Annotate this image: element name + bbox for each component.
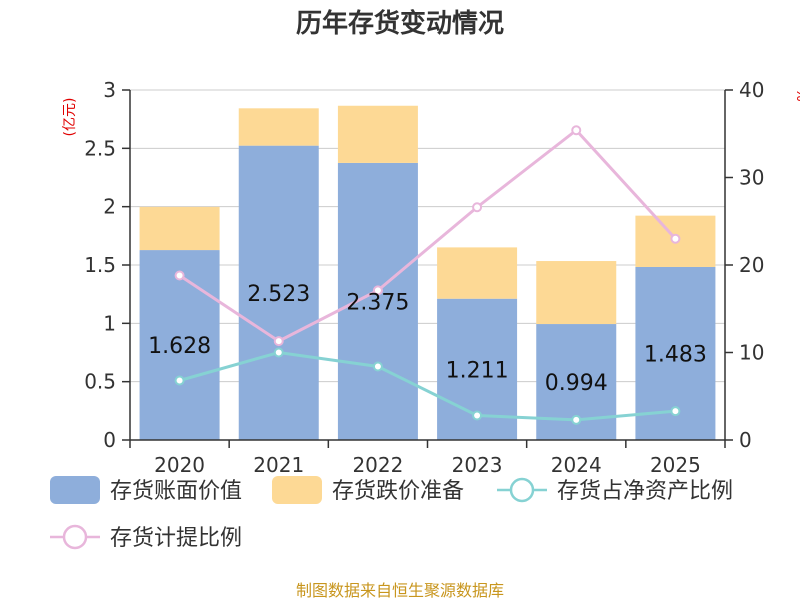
point-provision-ratio — [273, 336, 284, 347]
legend-impairment-reserve-label: 存货跌价准备 — [332, 479, 464, 504]
right-axis-tick-label: 10 — [739, 341, 764, 365]
point-provision-ratio — [372, 285, 383, 296]
legend-provision-ratio-marker — [62, 524, 88, 550]
lines — [174, 125, 681, 425]
right-axis-unit: % — [793, 88, 800, 101]
right-axis-tick-label: 0 — [739, 428, 752, 452]
bar-value-labels: 1.628 2.523 2.375 1.211 0.994 1.483 — [148, 282, 707, 396]
left-axis-tick-label: 3 — [103, 78, 116, 102]
gridlines — [130, 89, 725, 383]
bar-value-label: 0.994 — [545, 371, 608, 396]
left-axis-tick-label: 1.5 — [84, 253, 116, 277]
bar-impairment-reserve — [437, 247, 518, 299]
point-inventory-to-net-assets — [174, 375, 185, 386]
x-axis-tick-label: 2025 — [650, 453, 701, 477]
point-inventory-to-net-assets — [372, 361, 383, 372]
bar-value-label: 2.523 — [247, 282, 310, 307]
data-source-note: 制图数据来自恒生聚源数据库 — [296, 581, 504, 600]
point-inventory-to-net-assets — [571, 414, 582, 425]
point-provision-ratio — [472, 202, 483, 213]
point-provision-ratio — [670, 233, 681, 244]
right-axis-tick-label: 30 — [739, 166, 764, 190]
point-inventory-to-net-assets — [670, 406, 681, 417]
bar-impairment-reserve — [238, 108, 319, 146]
bar-book-value — [238, 145, 319, 440]
legend-inventory-to-net-assets-marker — [509, 477, 535, 503]
bar-book-value — [139, 250, 220, 440]
point-provision-ratio — [571, 125, 582, 136]
left-axis-tick-label: 0.5 — [84, 370, 116, 394]
legend-inventory-to-net-assets-label: 存货占净资产比例 — [557, 479, 733, 504]
left-axis-unit: (亿元) — [62, 98, 78, 137]
left-axis-tick-label: 1 — [103, 311, 116, 335]
x-axis-tick-label: 2023 — [452, 453, 503, 477]
left-axis-tick-label: 0 — [103, 428, 116, 452]
bar-impairment-reserve — [139, 206, 220, 251]
legend-book-value-label: 存货账面价值 — [110, 479, 242, 504]
right-axis-tick-label: 40 — [739, 78, 764, 102]
bar-book-value — [337, 162, 418, 440]
left-axis-tick-label: 2 — [103, 195, 116, 219]
bar-value-label: 1.483 — [644, 342, 707, 367]
legend-impairment-reserve-swatch — [272, 476, 322, 504]
point-inventory-to-net-assets — [472, 410, 483, 421]
x-axis-tick-label: 2022 — [352, 453, 403, 477]
point-provision-ratio — [174, 270, 185, 281]
bar-value-label: 2.375 — [346, 290, 409, 315]
chart-title: 历年存货变动情况 — [296, 8, 504, 39]
bar-impairment-reserve — [337, 105, 418, 163]
legend-provision-ratio-label: 存货计提比例 — [110, 526, 242, 551]
left-axis-tick-label: 2.5 — [84, 136, 116, 160]
line-provision-ratio — [178, 128, 677, 343]
line-inventory-to-net-assets — [179, 350, 676, 422]
point-inventory-to-net-assets — [273, 347, 284, 358]
bar-value-label: 1.211 — [446, 358, 509, 383]
x-axis-tick-label: 2024 — [551, 453, 602, 477]
x-axis-tick-label: 2021 — [253, 453, 304, 477]
bar-value-label: 1.628 — [148, 334, 211, 359]
bar-impairment-reserve — [536, 261, 617, 325]
right-axis-tick-label: 20 — [739, 253, 764, 277]
x-axis-tick-label: 2020 — [154, 453, 205, 477]
legend-book-value-swatch — [50, 476, 100, 504]
